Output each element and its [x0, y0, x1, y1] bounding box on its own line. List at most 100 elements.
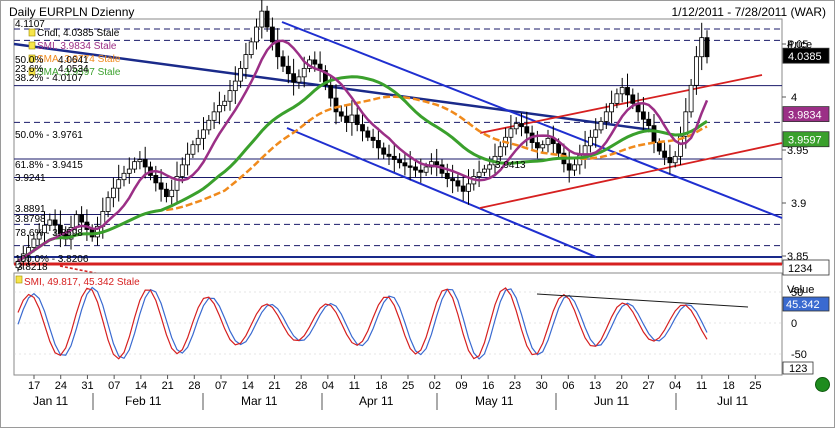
candle: [588, 129, 593, 153]
svg-text:SMI, 3.9834 Stale: SMI, 3.9834 Stale: [37, 41, 117, 52]
candle: [391, 142, 397, 172]
candle: [163, 182, 169, 203]
smi-legend[interactable]: SMI, 49.817, 45.342 Stale: [15, 275, 140, 288]
candle: [598, 117, 604, 134]
price-tick-label: 3.95: [787, 145, 808, 157]
moving-averages: [17, 39, 709, 263]
candle: [349, 100, 355, 136]
candle: [519, 112, 524, 137]
smi-tick-label: 0: [791, 318, 797, 330]
indicator-legend-item[interactable]: SMI, 3.9834 Stale: [28, 41, 117, 52]
candle: [699, 22, 705, 71]
candle: [381, 142, 387, 160]
candle: [216, 91, 222, 125]
candle: [206, 115, 212, 135]
candle: [354, 107, 360, 132]
bottom-value-box: 1234: [782, 259, 830, 276]
candle: [672, 151, 678, 168]
candle: [259, 0, 265, 39]
candle: [243, 42, 249, 79]
day-tick-label: 16: [482, 380, 494, 392]
day-tick-label: 17: [28, 380, 40, 392]
candle: [614, 88, 620, 109]
indicator-legend-item[interactable]: SMA, 3.9597 Stale: [28, 67, 121, 78]
candle: [185, 142, 191, 176]
candle: [238, 60, 244, 88]
candle: [169, 179, 175, 207]
candle: [375, 127, 381, 160]
status-indicator-icon[interactable]: [815, 377, 830, 392]
candle: [370, 128, 376, 149]
candle: [111, 177, 116, 208]
candle: [619, 77, 625, 103]
candle: [566, 150, 572, 183]
candle: [646, 111, 652, 133]
candle: [42, 211, 47, 246]
candle: [455, 174, 461, 192]
svg-text:45.342: 45.342: [786, 299, 820, 311]
fib-label: 100.0% - 3.8206: [15, 254, 89, 265]
day-tick-label: 23: [509, 380, 521, 392]
day-tick-label: 11: [696, 380, 707, 392]
channel-upper-blue: [281, 21, 783, 219]
month-label: Mar 11: [241, 394, 278, 408]
svg-text:SMA, 3.9597 Stale: SMA, 3.9597 Stale: [37, 67, 121, 78]
svg-text:1234: 1234: [788, 263, 812, 275]
candle: [158, 169, 164, 202]
candle: [322, 65, 328, 91]
candle: [116, 164, 122, 202]
candle: [365, 126, 371, 142]
day-tick-label: 18: [723, 380, 735, 392]
candle: [397, 153, 403, 169]
candle: [513, 117, 519, 135]
candle: [291, 58, 297, 96]
smi-trendline: [536, 293, 749, 308]
chart-date-range: 1/12/2011 - 7/28/2011 (WAR): [671, 5, 826, 19]
candle: [121, 165, 127, 187]
sma-green-line: [17, 75, 708, 263]
day-tick-label: 28: [295, 380, 307, 392]
smi-bottom-box: 123: [782, 361, 814, 375]
candle: [132, 157, 138, 173]
candle: [232, 66, 238, 104]
candle: [105, 191, 111, 218]
time-axis: 17 24 31 07 14 21 28 07 14 21 28 04 11 18 25 02 09 16 23 30…: [28, 375, 762, 410]
chart-titlebar: Daily EURPLN Dzienny 1/12/2011 - 7/28/20…: [1, 1, 834, 20]
level-label: 4.0641: [58, 55, 89, 66]
indicator-legend-item[interactable]: Cndl, 4.0385 Stale: [28, 28, 120, 39]
day-tick-label: 24: [55, 380, 67, 392]
indicator-legend-item[interactable]: SMA, 3.9774 Stale: [28, 54, 121, 65]
svg-text:3.9834: 3.9834: [788, 110, 822, 122]
candle: [704, 30, 710, 64]
day-tick-label: 30: [536, 380, 548, 392]
fib-label: 3.8798: [15, 214, 46, 225]
candle: [593, 118, 599, 148]
candle: [179, 157, 185, 184]
indicator-flag-icon: [15, 275, 23, 284]
candle: [466, 169, 471, 205]
candle: [402, 152, 408, 176]
smi-oscillator: SMI, 49.817, 45.342 Stale: [14, 275, 782, 360]
svg-text:Cndl, 4.0385 Stale: Cndl, 4.0385 Stale: [37, 28, 120, 39]
day-tick-label: 27: [642, 380, 654, 392]
candle: [476, 160, 482, 187]
price-tick-label: 3.9: [791, 198, 806, 210]
candle: [344, 105, 350, 132]
day-tick-label: 09: [455, 380, 467, 392]
candle: [688, 78, 694, 118]
candle: [434, 148, 440, 177]
indicator-flag-icon: [28, 28, 36, 37]
svg-text:123: 123: [789, 363, 807, 375]
sma-value-box: 3.9597: [782, 131, 830, 148]
candle: [280, 50, 286, 72]
fib-label: 61.8% - 3.9415: [15, 160, 83, 171]
day-tick-label: 25: [749, 380, 761, 392]
candle: [540, 140, 546, 152]
day-tick-label: 11: [349, 380, 360, 392]
candle: [413, 159, 418, 177]
candle: [481, 164, 487, 177]
fib-label: 50.0%: [15, 55, 43, 66]
